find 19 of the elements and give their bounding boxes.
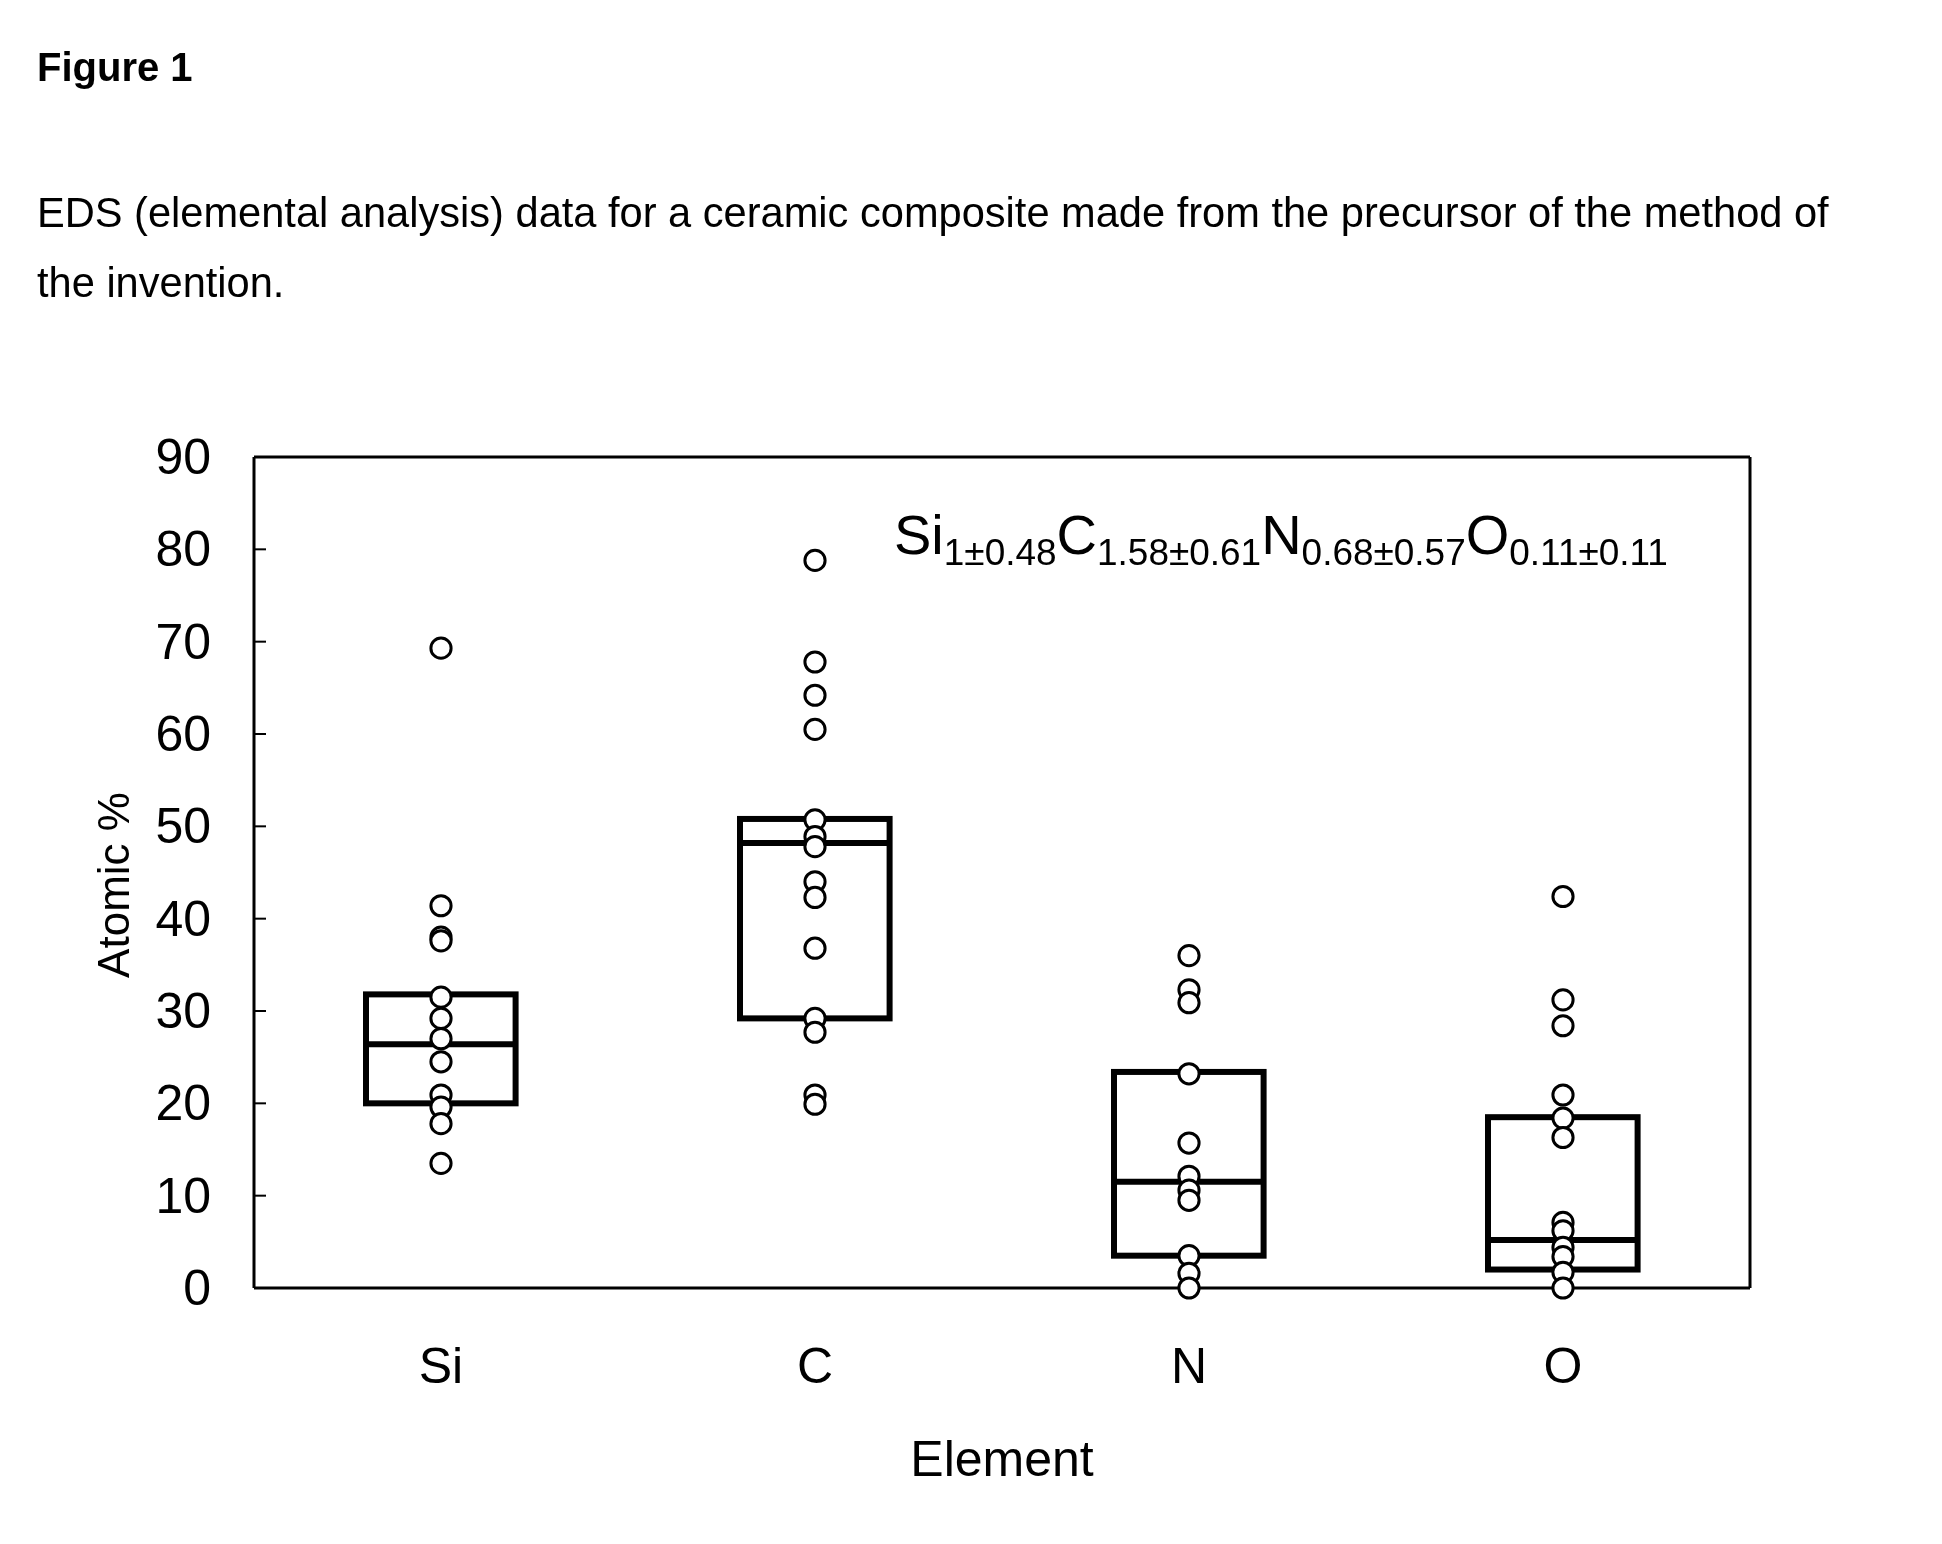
y-tick-label: 50 xyxy=(155,798,211,855)
y-tick-label: 60 xyxy=(155,706,211,762)
x-axis-title: Element xyxy=(910,1431,1094,1487)
y-tick-label: 90 xyxy=(155,429,211,485)
annotation: Si$_{1±0.48}$C$_{1.58±0.61}$N$_{0.68±0.57}$O$_{0.11±0.11}$ xyxy=(894,502,1668,574)
y-tick-label: 40 xyxy=(155,890,211,947)
y-axis-title: Atomic % xyxy=(89,792,139,978)
y-tick-label: 20 xyxy=(155,1075,211,1132)
y-tick-label: 10 xyxy=(155,1167,211,1224)
x-tick-label: N xyxy=(1170,1338,1208,1394)
x-tick-label: Si xyxy=(418,1338,464,1394)
chart-subtitle: EDS (elemental analysis) data for a ceramic composite made from the precursor of the method of the invention. xyxy=(37,188,1830,308)
y-tick-label: 0 xyxy=(183,1260,211,1316)
x-tick-label: C xyxy=(796,1338,834,1394)
y-tick-label: 30 xyxy=(155,983,211,1039)
x-tick-label: O xyxy=(1543,1338,1583,1394)
y-tick-label: 80 xyxy=(155,521,211,578)
chart-title: Figure 1 xyxy=(37,44,193,91)
y-tick-label: 70 xyxy=(155,613,211,670)
